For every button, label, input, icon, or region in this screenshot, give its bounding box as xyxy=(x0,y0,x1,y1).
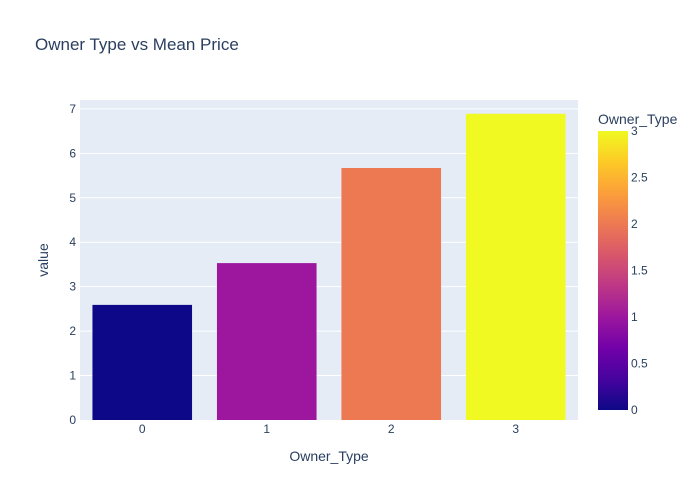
x-tick-label: 3 xyxy=(512,422,519,436)
colorbar-tick-label: 2 xyxy=(631,217,638,231)
colorbar-tick-label: 1 xyxy=(631,310,638,324)
y-axis-title: value xyxy=(35,243,51,277)
x-axis-title: Owner_Type xyxy=(289,448,369,464)
bars xyxy=(92,113,566,421)
y-tick-label: 7 xyxy=(69,102,76,116)
colorbar-tick-label: 0.5 xyxy=(631,357,648,371)
y-tick-label: 1 xyxy=(69,369,76,383)
y-tick-label: 6 xyxy=(69,146,76,160)
colorbar-tick-label: 1.5 xyxy=(631,264,648,278)
bar-2 xyxy=(341,168,442,420)
x-tick-label: 1 xyxy=(263,422,270,436)
bar-1 xyxy=(216,263,317,420)
y-axis-ticks: 0 1 2 3 4 5 6 7 xyxy=(69,102,76,427)
x-tick-label: 2 xyxy=(388,422,395,436)
colorbar-tick-label: 2.5 xyxy=(631,171,648,185)
colorbar-ticks: 0 0.5 1 1.5 2 2.5 3 xyxy=(631,124,648,417)
y-tick-label: 0 xyxy=(69,413,76,427)
x-tick-label: 0 xyxy=(139,422,146,436)
bar-3 xyxy=(465,113,566,421)
colorbar-tick-label: 3 xyxy=(631,124,638,138)
bar-0 xyxy=(92,304,193,420)
y-tick-label: 5 xyxy=(69,191,76,205)
y-tick-label: 4 xyxy=(69,235,76,249)
chart-title: Owner Type vs Mean Price xyxy=(35,35,239,54)
y-tick-label: 2 xyxy=(69,324,76,338)
y-tick-label: 3 xyxy=(69,280,76,294)
colorbar-tick-label: 0 xyxy=(631,403,638,417)
x-axis-ticks: 0 1 2 3 xyxy=(139,422,520,436)
colorbar xyxy=(598,131,628,410)
colorbar-title: Owner_Type xyxy=(598,111,678,127)
